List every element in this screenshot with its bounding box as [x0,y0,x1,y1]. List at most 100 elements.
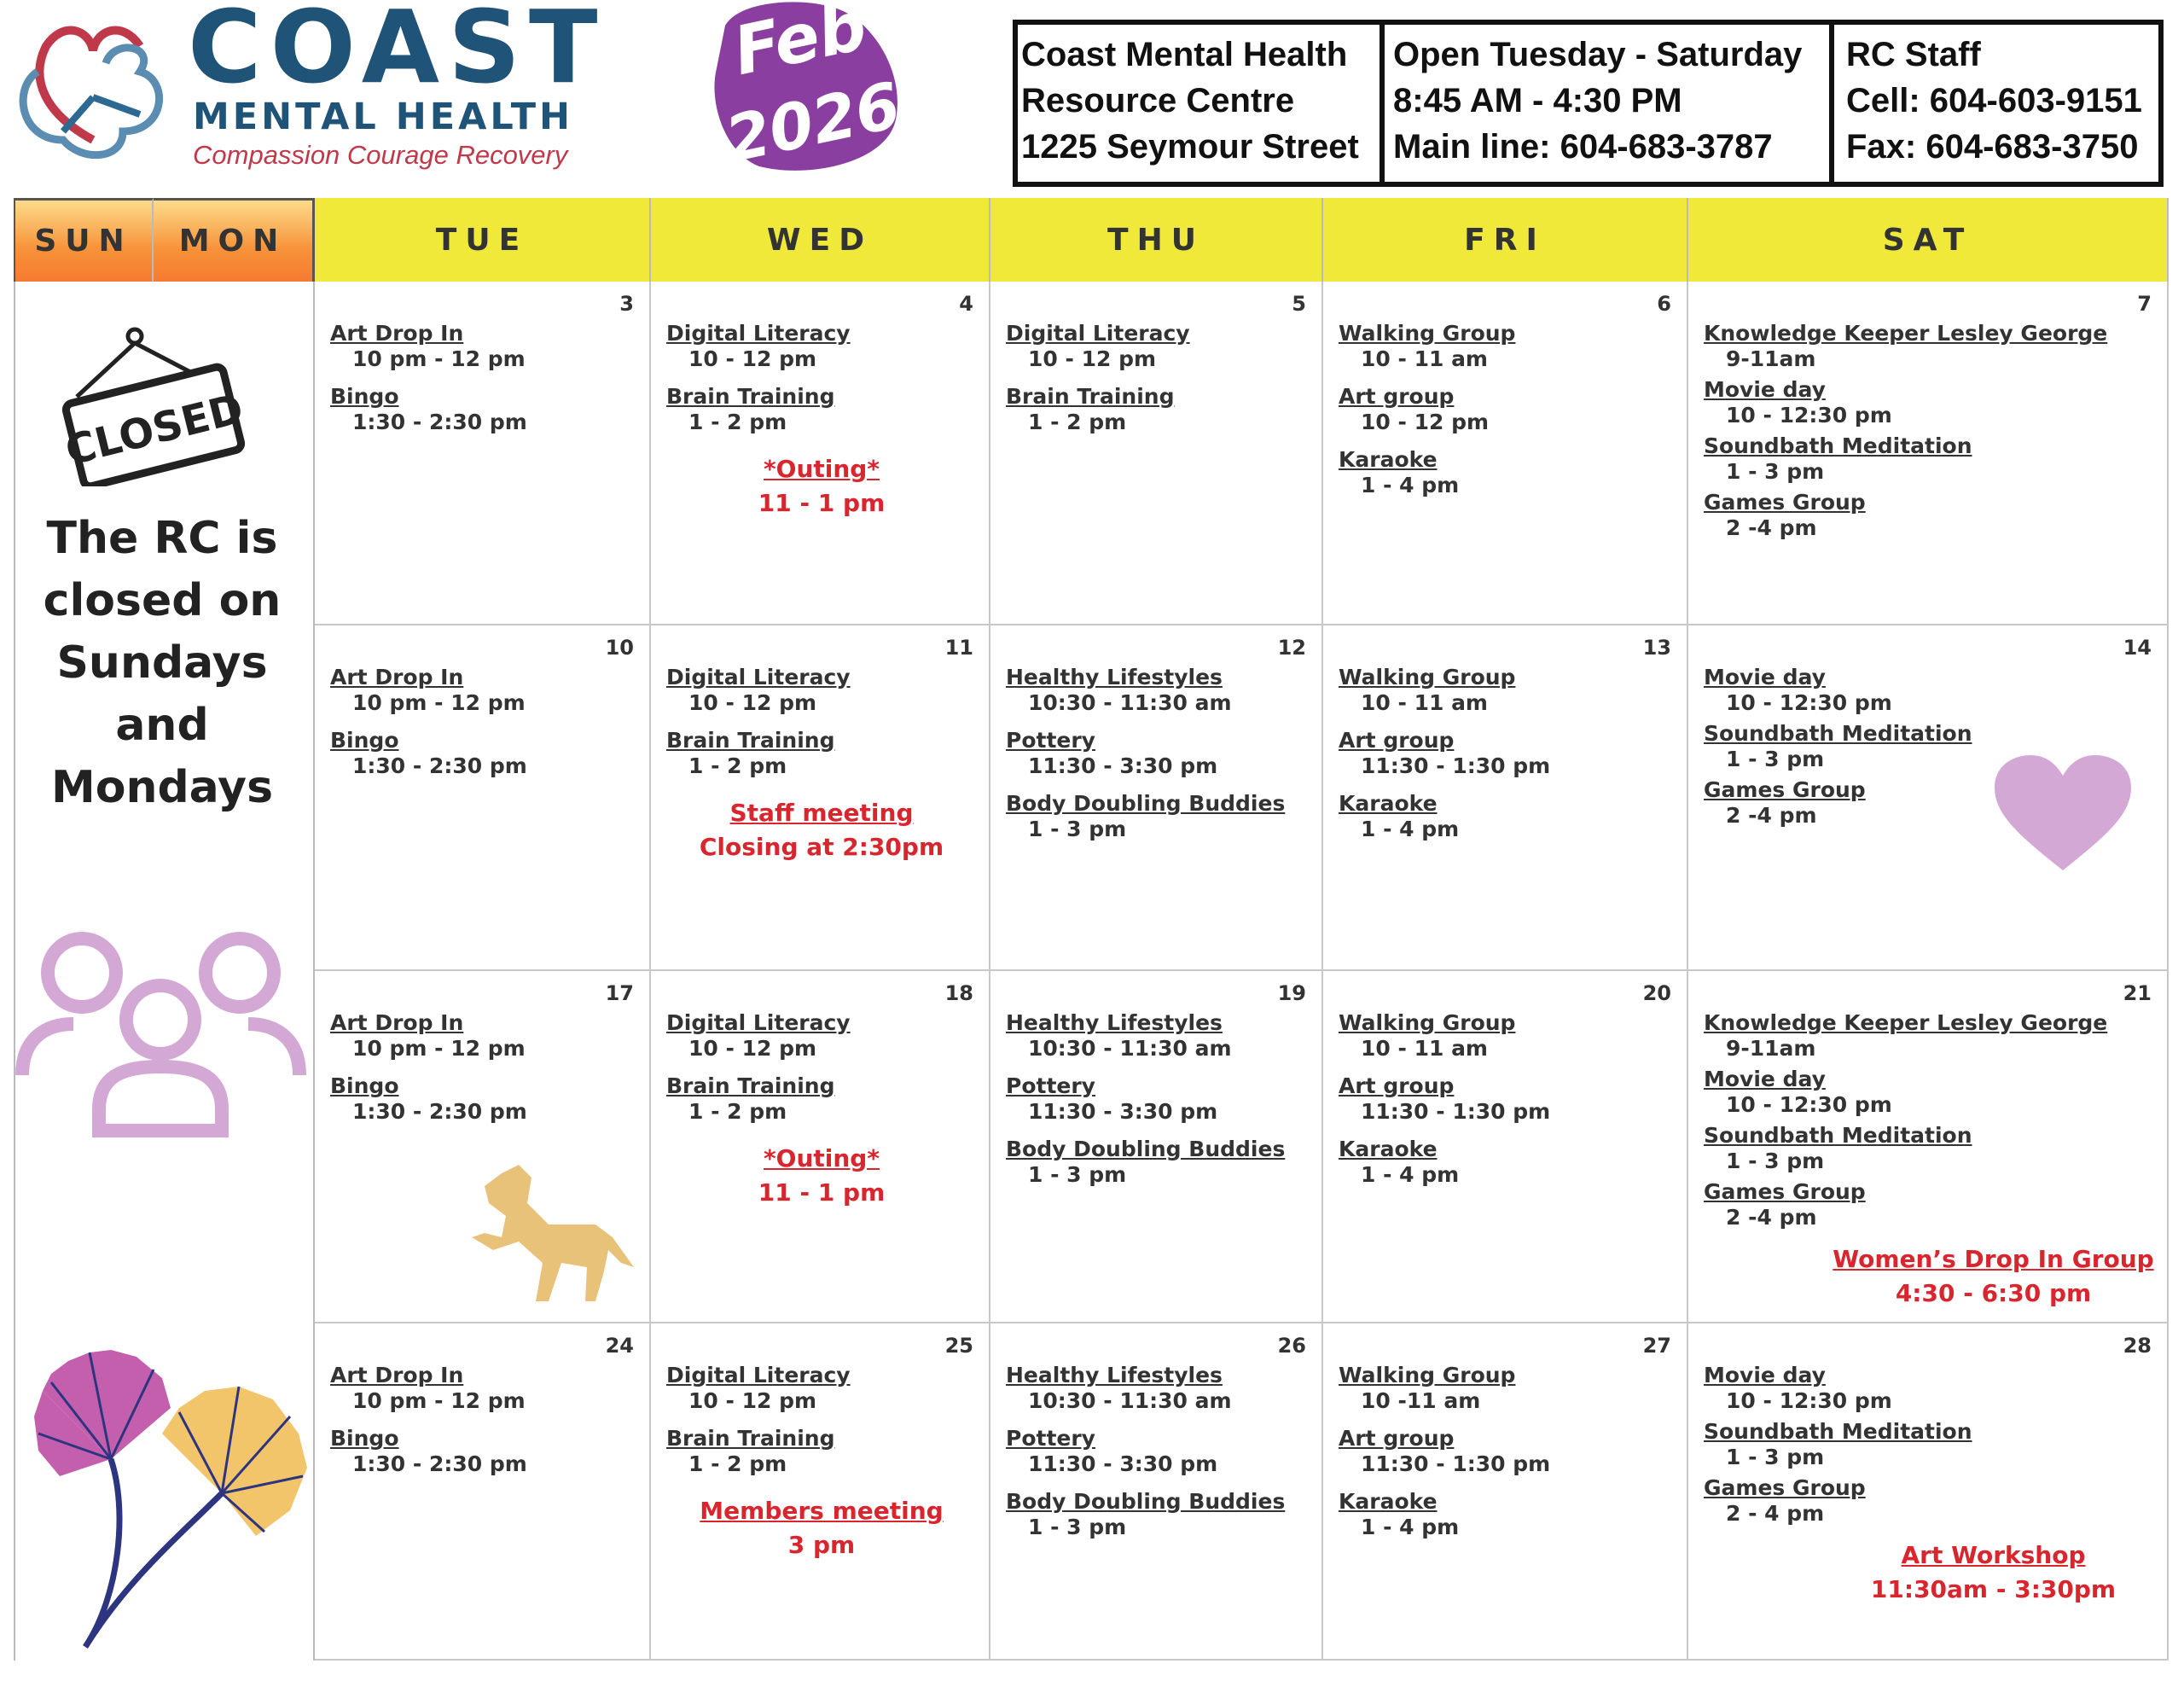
event-time: 10:30 - 11:30 am [1028,690,1232,715]
day-number: 24 [605,1334,634,1358]
event-time: 1:30 - 2:30 pm [352,410,527,434]
event-title: Digital Literacy [666,321,851,346]
event-title: Art group [1339,384,1455,409]
event-title: Movie day [1704,377,1826,402]
event: Art Drop In 10 pm - 12 pm [330,1010,637,1062]
event-time: 10 - 12 pm [688,346,817,371]
event-time: 10 - 11 am [1361,1036,1488,1061]
event: Art group 11:30 - 1:30 pm [1339,728,1675,779]
day-cell: 11 Digital Literacy 10 - 12 pm Brain Traini… [651,625,990,971]
event: Art group 11:30 - 1:30 pm [1339,1426,1675,1477]
event: Brain Training 1 - 2 pm [666,384,977,435]
day-number: 12 [1277,636,1306,660]
event: Brain Training 1 - 2 pm [666,1426,977,1477]
event: Bingo 1:30 - 2:30 pm [330,728,637,779]
day-number: 26 [1277,1334,1306,1358]
event-title: Movie day [1704,1363,1826,1387]
event: Brain Training 1 - 2 pm [1006,384,1310,435]
day-cell: 7 Knowledge Keeper Lesley George 9-11am Mov… [1688,282,2169,625]
day-cell: 5 Digital Literacy 10 - 12 pm Brain Trainin… [990,282,1323,625]
event: Art Drop In 10 pm - 12 pm [330,665,637,716]
event-title: Soundbath Meditation [1704,1419,1972,1444]
location-box: Coast Mental Health Resource Centre 1225… [1013,20,1385,187]
logo-wordmark: COAST [188,0,607,106]
day-cell: 28 Movie day 10 - 12:30 pm Soundbath Medita… [1688,1323,2169,1661]
event-title: Movie day [1704,1067,1826,1091]
event: Art group 11:30 - 1:30 pm [1339,1073,1675,1125]
event-time: 1 - 2 pm [688,1451,787,1476]
event-title: Walking Group [1339,1010,1516,1035]
event-time: 9-11am [1726,1036,1816,1061]
event-title: Bingo [330,728,399,753]
event-title: Women’s Drop In Group [1833,1245,2154,1273]
event-time: 1 - 3 pm [1726,1149,1825,1173]
event-time: 2 - 4 pm [1726,1501,1825,1526]
event-title: Bingo [330,1073,399,1098]
day-number: 3 [619,292,634,316]
day-number: 17 [605,981,634,1005]
event: Games Group 2 -4 pm [1704,490,2155,541]
event-title: Art Drop In [330,1363,464,1387]
event-time: 11:30 - 3:30 pm [1028,1099,1218,1124]
event-time: 2 -4 pm [1726,1205,1817,1230]
event-time: 1 - 4 pm [1361,817,1460,841]
event-title: Art Workshop [1901,1541,2086,1569]
header-tue: TUE [315,198,651,282]
event-title: Movie day [1704,665,1826,689]
event-title: Healthy Lifestyles [1006,1010,1223,1035]
event: Karaoke 1 - 4 pm [1339,791,1675,842]
event-time: 10 pm - 12 pm [352,1036,526,1061]
event-title: Members meeting [700,1497,944,1525]
event-time: 1 - 3 pm [1028,1162,1127,1187]
day-cell: 26 Healthy Lifestyles 10:30 - 11:30 am Pott… [990,1323,1323,1661]
month-badge-background-icon [714,2,897,171]
day-number: 28 [2123,1334,2152,1358]
staff-cell: Cell: 604-603-9151 [1846,82,2142,119]
event-title: Karaoke [1339,791,1438,816]
event-time: 10 pm - 12 pm [352,346,526,371]
event: Soundbath Meditation 1 - 3 pm [1704,1123,2155,1174]
event: Knowledge Keeper Lesley George 9-11am [1704,1010,2155,1062]
event-time: 2 -4 pm [1726,515,1817,540]
staff-box: RC Staff Cell: 604-603-9151 Fax: 604-683… [1829,20,2164,187]
day-number: 20 [1642,981,1671,1005]
event: Walking Group 10 - 11 am [1339,321,1675,372]
header-wed: WED [651,198,990,282]
event-time: 11:30 - 1:30 pm [1361,753,1551,778]
event: Karaoke 1 - 4 pm [1339,447,1675,498]
event-time: 9-11am [1726,346,1816,371]
event-title: Pottery [1006,1073,1095,1098]
flowers-icon [34,1350,307,1649]
day-number: 18 [944,981,973,1005]
event-time: 10 pm - 12 pm [352,690,526,715]
event: Walking Group 10 - 11 am [1339,665,1675,716]
event-title: Games Group [1704,777,1866,802]
event-time: 1:30 - 2:30 pm [352,1099,527,1124]
day-number: 4 [959,292,973,316]
event-title: Games Group [1704,1179,1866,1204]
event-time: 10 - 12 pm [1028,346,1157,371]
day-cell: 14 Movie day 10 - 12:30 pm Soundbath Medita… [1688,625,2169,971]
event: Art Drop In 10 pm - 12 pm [330,1363,637,1414]
event-time: 1 - 2 pm [688,410,787,434]
day-cell: 10 Art Drop In 10 pm - 12 pm Bingo 1:30 - 2:… [315,625,651,971]
event-time: 1:30 - 2:30 pm [352,1451,527,1476]
event-time: 11 - 1 pm [758,1178,886,1207]
event-title: Brain Training [666,384,835,409]
event-time: 10 - 12:30 pm [1726,1388,1892,1413]
event: Bingo 1:30 - 2:30 pm [330,1426,637,1477]
event-time: 10 - 12 pm [688,1388,817,1413]
event-time: 1 - 3 pm [1726,459,1825,484]
day-number: 21 [2123,981,2152,1005]
event-title: Karaoke [1339,447,1438,472]
event-title: Art Drop In [330,321,464,346]
event-title: Body Doubling Buddies [1006,791,1286,816]
event-time: 11:30 - 3:30 pm [1028,753,1218,778]
event-title: Karaoke [1339,1137,1438,1161]
day-cell: 4 Digital Literacy 10 - 12 pm Brain Trainin… [651,282,990,625]
event-title: Brain Training [666,1426,835,1451]
event-title: Body Doubling Buddies [1006,1137,1286,1161]
event-title: Walking Group [1339,321,1516,346]
event-time: 10:30 - 11:30 am [1028,1036,1232,1061]
event-time: 10 - 12:30 pm [1726,403,1892,428]
